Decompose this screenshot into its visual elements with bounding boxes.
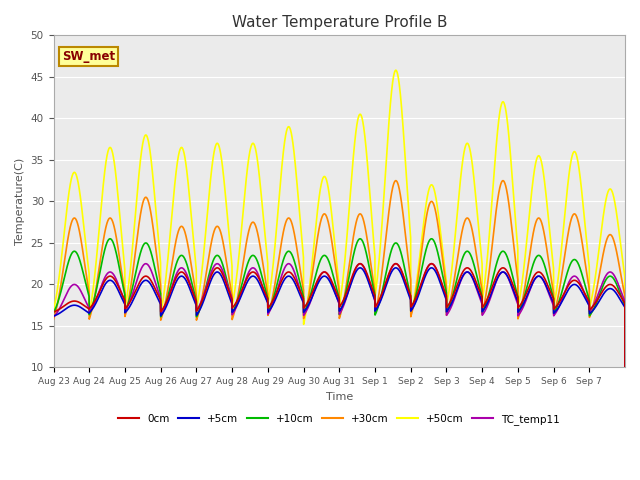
- Text: SW_met: SW_met: [62, 50, 115, 63]
- Y-axis label: Temperature(C): Temperature(C): [15, 158, 25, 245]
- Legend: 0cm, +5cm, +10cm, +30cm, +50cm, TC_temp11: 0cm, +5cm, +10cm, +30cm, +50cm, TC_temp1…: [114, 409, 564, 429]
- Title: Water Temperature Profile B: Water Temperature Profile B: [232, 15, 447, 30]
- X-axis label: Time: Time: [326, 392, 353, 402]
